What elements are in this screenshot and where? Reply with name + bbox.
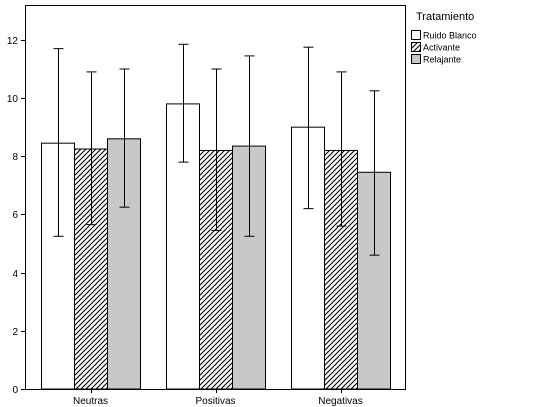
x-axis: Neutras Positivas Negativas (73, 389, 363, 407)
legend-label: Ruido Blanco (423, 31, 477, 41)
legend-label: Activante (423, 43, 460, 53)
plot-area (25, 5, 406, 390)
x-tick-label: Negativas (318, 396, 362, 407)
plot-frame (25, 5, 406, 390)
x-tick-label: Positivas (195, 396, 235, 407)
error-bars (53, 43, 380, 256)
legend-swatch (411, 54, 421, 64)
legend-swatch (411, 42, 421, 52)
y-tick-label: 10 (7, 94, 19, 105)
y-axis: 0 2 4 6 8 10 12 (7, 36, 25, 396)
y-tick-label: 6 (12, 210, 18, 221)
legend-label: Relajante (423, 55, 461, 65)
legend-title: Tratamiento (416, 11, 474, 23)
legend-swatch (411, 30, 421, 40)
y-tick-label: 8 (12, 152, 18, 163)
y-tick-label: 2 (12, 327, 18, 338)
legend: Tratamiento Ruido Blanco Activante Relajan… (411, 11, 477, 65)
y-tick-label: 4 (12, 269, 18, 280)
x-tick-label: Neutras (73, 396, 108, 407)
bar-relajante-positivas (232, 145, 266, 390)
y-tick-label: 0 (12, 385, 18, 396)
y-tick-label: 12 (7, 36, 19, 47)
